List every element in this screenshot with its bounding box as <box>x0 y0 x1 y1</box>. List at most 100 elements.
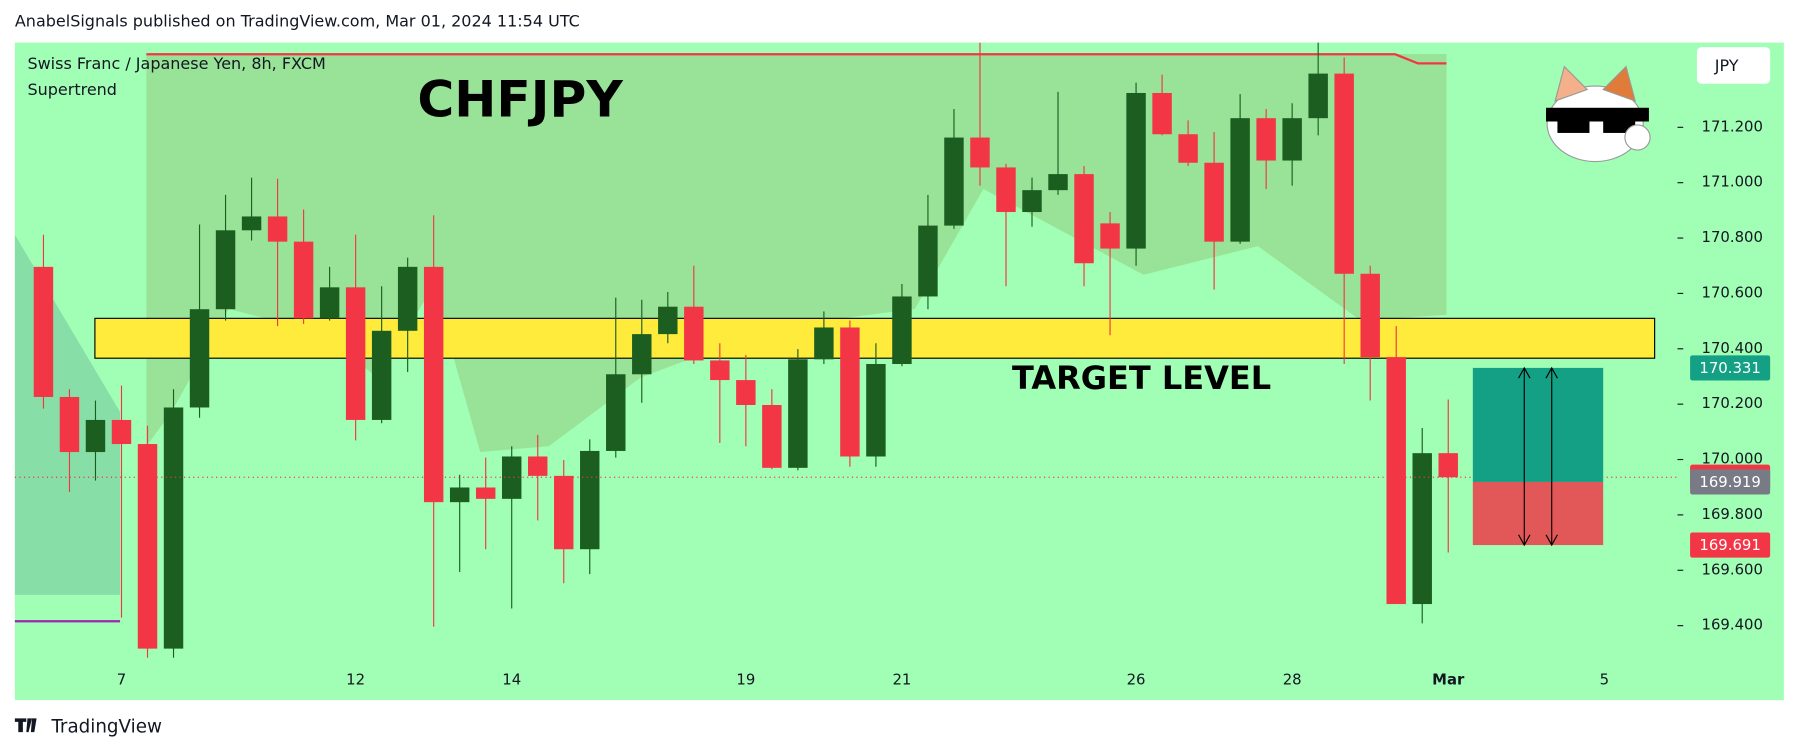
cat-icon <box>1546 65 1651 163</box>
chart-title: CHFJPY <box>417 70 623 129</box>
candle-body <box>762 404 782 468</box>
candle-body <box>710 360 730 381</box>
candle-body <box>996 167 1016 213</box>
candle-body <box>293 241 314 319</box>
candle-body <box>528 456 548 476</box>
candle-body <box>1152 92 1172 135</box>
stop-label-bg <box>1690 532 1771 558</box>
stop-label: 169.691 <box>1699 536 1760 554</box>
y-tick-label: 170.600 <box>1702 283 1763 301</box>
candle-body <box>33 266 54 397</box>
x-tick-label: 14 <box>502 671 521 689</box>
candle-body <box>788 359 808 468</box>
candle-body <box>918 225 938 297</box>
currency-label: JPY <box>1714 56 1739 75</box>
candle-body <box>397 266 418 331</box>
candle-body <box>606 374 626 451</box>
y-tick-label: 170.800 <box>1702 228 1763 246</box>
candle-body <box>1438 453 1458 478</box>
candle-body <box>501 456 522 499</box>
footer: TradingView <box>50 717 162 738</box>
x-tick-label: 26 <box>1127 671 1146 689</box>
candle-body <box>59 396 80 453</box>
candle-body <box>423 266 444 503</box>
candle-body <box>163 407 184 649</box>
entry-label-bg <box>1690 469 1771 495</box>
y-tick-label: 171.000 <box>1702 173 1763 191</box>
header: AnabelSignals published on TradingView.c… <box>15 12 580 31</box>
x-tick-label: 19 <box>736 671 755 689</box>
candle-body <box>632 334 652 375</box>
candle-body <box>1100 223 1120 249</box>
candle-body <box>684 306 704 361</box>
candle-body <box>215 230 236 310</box>
candle-body <box>85 419 106 453</box>
candle-body <box>1230 118 1250 242</box>
x-tick-label: 21 <box>892 671 911 689</box>
candle-body <box>944 137 964 226</box>
target-label: 170.331 <box>1699 359 1760 377</box>
x-tick-label: 5 <box>1600 671 1609 689</box>
candle-body <box>319 287 340 319</box>
candle-body <box>1074 174 1094 264</box>
symbol-line: Swiss Franc / Japanese Yen, 8h, FXCM <box>27 54 325 73</box>
candle-body <box>1412 453 1432 605</box>
candle-body <box>449 487 470 503</box>
candle-body <box>1048 174 1068 191</box>
plot: 169.400 169.600 169.800 170.000 170.200 170.4… <box>14 42 1771 689</box>
candle-body <box>1178 134 1198 163</box>
y-tick-label: 171.200 <box>1702 117 1763 135</box>
arrow-head <box>1545 366 1558 379</box>
candle-body <box>371 330 392 420</box>
y-tick-label: 170.200 <box>1702 394 1763 412</box>
candle-body <box>1204 162 1224 242</box>
candle-body <box>1282 118 1302 161</box>
arrow-head <box>1518 534 1531 547</box>
position-stop <box>1472 481 1604 546</box>
candle-body <box>866 364 886 457</box>
candle-body <box>1308 73 1328 119</box>
x-tick-label: 12 <box>346 671 365 689</box>
candle-body <box>554 475 574 550</box>
candle-body <box>1334 73 1354 274</box>
y-tick-label: 169.600 <box>1702 560 1763 578</box>
candle-body <box>736 380 756 405</box>
candle-body <box>137 444 158 649</box>
tv-logo <box>14 718 37 733</box>
y-tick-label: 170.400 <box>1702 339 1763 357</box>
x-tick-label: 28 <box>1283 671 1302 689</box>
candle-body <box>189 309 210 408</box>
target-label-bg <box>1690 355 1771 381</box>
candle-body <box>840 327 860 457</box>
candle-body <box>1256 118 1276 161</box>
candle-body <box>267 216 288 242</box>
currency-button[interactable] <box>1696 47 1771 84</box>
candle-body <box>892 296 912 365</box>
arrow-head <box>1518 366 1531 379</box>
candle-body <box>345 287 366 420</box>
candle-body <box>814 327 834 360</box>
annotation: TARGET LEVEL <box>1012 359 1271 397</box>
candle-body <box>658 306 678 335</box>
candle-body <box>580 450 600 550</box>
x-tick-label: Mar <box>1432 671 1465 689</box>
position-target <box>1472 367 1604 482</box>
candle-body <box>241 216 262 231</box>
candle-body <box>111 419 132 445</box>
y-tick-label: 170.000 <box>1702 450 1763 468</box>
candle-body <box>1360 273 1380 358</box>
candle-body <box>475 487 496 499</box>
supertrend-up <box>146 53 1447 65</box>
target-zone <box>94 317 1656 359</box>
candle-body <box>1022 190 1042 213</box>
indicator-name: Supertrend <box>27 80 117 99</box>
candle-body <box>970 137 990 168</box>
arrow-head <box>1545 534 1558 547</box>
candle-body <box>1386 357 1406 605</box>
entry-label: 169.919 <box>1699 473 1760 491</box>
y-tick-label: 169.400 <box>1702 616 1763 634</box>
candle-body <box>1126 92 1146 249</box>
x-tick-label: 7 <box>117 671 126 689</box>
y-tick-label: 169.800 <box>1702 505 1763 523</box>
